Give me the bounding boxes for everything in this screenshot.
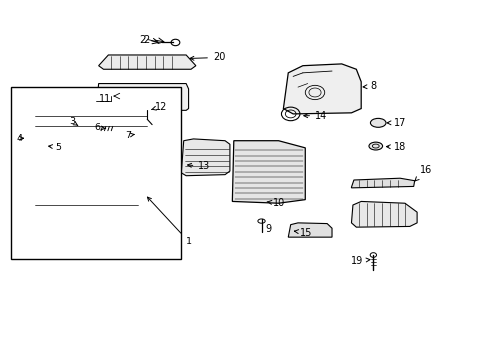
Polygon shape <box>96 84 188 111</box>
Text: 12: 12 <box>151 102 166 112</box>
Text: 16: 16 <box>414 165 431 181</box>
Text: 20: 20 <box>190 53 225 63</box>
Ellipse shape <box>370 118 385 127</box>
Polygon shape <box>232 141 305 203</box>
Text: 4: 4 <box>17 134 23 143</box>
Bar <box>19 131 30 143</box>
Text: 7: 7 <box>124 131 134 140</box>
Text: 3: 3 <box>69 117 78 126</box>
Polygon shape <box>181 139 229 176</box>
Text: 13: 13 <box>187 161 210 171</box>
Text: 18: 18 <box>386 142 406 152</box>
Text: 9: 9 <box>265 224 271 234</box>
Text: 2: 2 <box>143 35 149 45</box>
Text: 19: 19 <box>351 256 369 266</box>
Text: 5: 5 <box>49 143 61 152</box>
Polygon shape <box>351 178 414 188</box>
Text: 1: 1 <box>147 197 191 246</box>
Polygon shape <box>287 223 331 237</box>
Text: 6: 6 <box>94 123 105 132</box>
Polygon shape <box>283 64 361 114</box>
Text: 17: 17 <box>386 118 406 128</box>
Text: 15: 15 <box>294 228 312 238</box>
Bar <box>11 87 181 258</box>
Polygon shape <box>351 202 416 227</box>
Text: 10: 10 <box>266 198 285 208</box>
Polygon shape <box>26 98 166 237</box>
Text: 2: 2 <box>139 35 145 45</box>
Ellipse shape <box>127 128 147 140</box>
Polygon shape <box>99 55 196 69</box>
Text: 14: 14 <box>303 111 326 121</box>
Ellipse shape <box>368 142 382 150</box>
Text: 11: 11 <box>99 94 111 104</box>
Text: 8: 8 <box>363 81 375 91</box>
